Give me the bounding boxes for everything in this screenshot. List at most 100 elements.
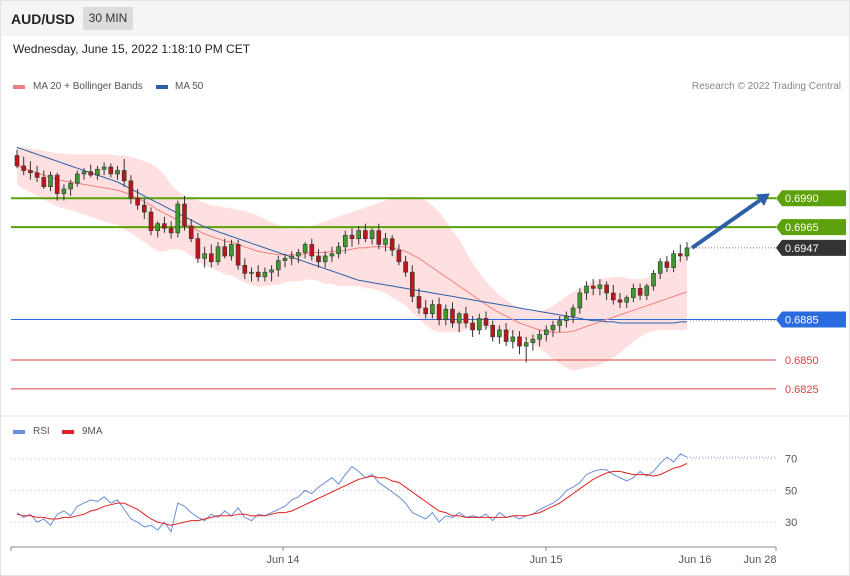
ma9-legend-swatch bbox=[62, 430, 74, 434]
candle-body bbox=[450, 308, 455, 324]
candle-body bbox=[476, 318, 482, 331]
candle-body bbox=[376, 230, 382, 245]
rsi-legend-swatch bbox=[13, 430, 25, 434]
candle-body bbox=[302, 244, 308, 253]
candle-body bbox=[182, 203, 187, 227]
rsi-tick-label: 70 bbox=[785, 454, 797, 466]
chart-header bbox=[1, 1, 849, 36]
x-tick-label: Jun 15 bbox=[529, 554, 562, 566]
candle-body bbox=[483, 318, 489, 326]
candle-body bbox=[463, 313, 469, 324]
candle-body bbox=[637, 288, 643, 296]
candle-body bbox=[142, 204, 147, 213]
timeframe-badge[interactable]: 30 MIN bbox=[83, 7, 133, 30]
candle-body bbox=[21, 165, 27, 171]
candle-body bbox=[443, 308, 449, 320]
candle-body bbox=[322, 255, 328, 263]
candle-body bbox=[604, 284, 609, 294]
ma20-legend-swatch bbox=[13, 85, 25, 89]
candle-body bbox=[617, 299, 623, 303]
candle-body bbox=[61, 188, 67, 194]
forecast-arrow-shaft bbox=[690, 198, 762, 250]
candle-body bbox=[249, 271, 254, 274]
candle-body bbox=[369, 230, 375, 239]
candle-body bbox=[610, 292, 616, 301]
candle-body bbox=[81, 171, 87, 175]
candle-body bbox=[430, 304, 435, 315]
candle-body bbox=[262, 271, 268, 278]
candle-body bbox=[229, 244, 234, 257]
x-tick-label: Jun 28 bbox=[743, 554, 776, 566]
candle-body bbox=[490, 325, 496, 338]
level-0-6965-tag bbox=[776, 219, 846, 236]
candle-body bbox=[671, 253, 676, 268]
candle-body bbox=[349, 234, 355, 239]
candle-body bbox=[597, 284, 603, 289]
candle-body bbox=[135, 197, 140, 206]
candle-body bbox=[664, 261, 670, 268]
candle-body bbox=[577, 292, 583, 309]
level-0-6885-tag bbox=[776, 311, 846, 328]
rsi-legend-label: RSI bbox=[33, 426, 50, 437]
candle-body bbox=[523, 342, 529, 347]
level-0-6947-tag bbox=[776, 239, 846, 256]
candle-body bbox=[530, 338, 536, 343]
candle-body bbox=[517, 336, 522, 347]
candle-body bbox=[48, 174, 53, 187]
candle-body bbox=[75, 173, 80, 184]
candle-body bbox=[329, 253, 335, 257]
level-0-6825-label: 0.6825 bbox=[785, 384, 819, 396]
ma9-legend-label: 9MA bbox=[82, 426, 103, 437]
candle-body bbox=[590, 285, 596, 289]
candle-body bbox=[631, 288, 636, 298]
chart-credit: Research © 2022 Trading Central bbox=[691, 81, 841, 92]
candle-body bbox=[651, 273, 656, 287]
candle-body bbox=[54, 174, 60, 194]
candle-body bbox=[624, 297, 630, 303]
candle-body bbox=[564, 315, 569, 322]
candle-body bbox=[168, 227, 174, 234]
candle-body bbox=[101, 166, 107, 170]
level-0-6990-label: 0.6990 bbox=[785, 193, 819, 205]
candle-body bbox=[316, 255, 321, 263]
candle-body bbox=[175, 203, 181, 234]
chart-timestamp: Wednesday, June 15, 2022 1:18:10 PM CET bbox=[13, 42, 251, 56]
candle-body bbox=[537, 334, 542, 340]
candle-body bbox=[68, 182, 73, 190]
candle-body bbox=[396, 249, 402, 263]
candle-body bbox=[383, 238, 388, 245]
level-0-6947-label: 0.6947 bbox=[785, 243, 819, 255]
candle-body bbox=[255, 271, 261, 278]
candle-body bbox=[95, 169, 100, 176]
ma50-legend-swatch bbox=[156, 85, 168, 89]
level-0-6990-tag bbox=[776, 190, 846, 207]
candle-body bbox=[188, 225, 194, 239]
candle-body bbox=[550, 325, 556, 331]
candle-body bbox=[195, 238, 201, 259]
candle-body bbox=[557, 320, 563, 326]
candle-body bbox=[584, 285, 589, 294]
candle-body bbox=[296, 252, 301, 257]
rsi-tick-label: 50 bbox=[785, 485, 797, 497]
candle-body bbox=[497, 329, 502, 338]
candle-body bbox=[416, 296, 422, 309]
candle-body bbox=[128, 180, 134, 199]
level-0-6885-label: 0.6885 bbox=[785, 315, 819, 327]
candle-body bbox=[162, 223, 167, 229]
symbol-title: AUD/USD bbox=[11, 11, 75, 27]
candle-body bbox=[684, 247, 690, 257]
candle-body bbox=[403, 261, 408, 273]
candle-body bbox=[269, 269, 274, 273]
candle-body bbox=[115, 170, 120, 175]
candle-body bbox=[309, 244, 315, 257]
candle-body bbox=[342, 234, 348, 248]
candle-body bbox=[222, 246, 227, 257]
ma20-legend-label: MA 20 + Bollinger Bands bbox=[33, 81, 143, 92]
candle-body bbox=[14, 155, 20, 167]
rsi-series-9ma bbox=[16, 462, 688, 526]
candle-body bbox=[470, 322, 475, 331]
candle-body bbox=[503, 329, 509, 342]
ma50-legend-label: MA 50 bbox=[175, 81, 204, 92]
rsi-series-rsi bbox=[16, 453, 688, 533]
candle-body bbox=[363, 230, 368, 239]
